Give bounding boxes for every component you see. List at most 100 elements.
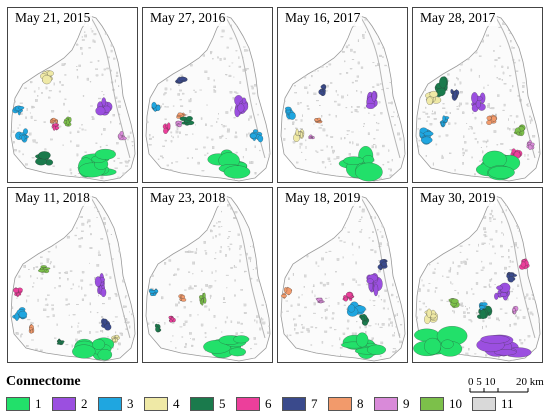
map-graphic <box>413 195 541 362</box>
cluster-patch <box>199 292 207 306</box>
map-graphic <box>415 15 541 182</box>
legend: 1 2 3 4 5 6 7 8 9 10 11 <box>6 396 514 414</box>
panel-title: May 23, 2018 <box>148 190 228 206</box>
cluster-patch <box>94 273 107 298</box>
cluster-patch <box>280 286 293 299</box>
cluster-patch <box>439 115 450 128</box>
region-outline <box>145 15 271 182</box>
cluster-patch <box>117 131 127 141</box>
cluster-patch <box>72 337 115 361</box>
cluster-layer <box>285 84 383 182</box>
map-panel: May 27, 2016 <box>142 7 273 183</box>
legend-swatch <box>144 397 168 411</box>
cluster-patch <box>318 84 327 96</box>
legend-swatch <box>236 397 260 411</box>
map-graphic <box>145 15 271 182</box>
cluster-patch <box>476 150 521 181</box>
legend-swatch <box>374 397 398 411</box>
cluster-patch <box>176 112 186 119</box>
legend-label: 6 <box>265 396 272 411</box>
cluster-patch <box>338 146 383 182</box>
cluster-patch <box>35 151 54 166</box>
cluster-patch <box>308 134 315 140</box>
river-line <box>89 195 131 339</box>
legend-label: 3 <box>127 396 134 411</box>
cluster-patch <box>149 288 159 297</box>
cluster-patch <box>413 326 468 357</box>
map-graphic <box>280 15 406 182</box>
region-outline <box>280 15 406 182</box>
legend-title: Connectome <box>6 374 81 389</box>
legend-swatch <box>98 397 122 411</box>
map-panel: May 11, 2018 <box>7 187 138 363</box>
cluster-patch <box>101 318 112 331</box>
river-line <box>359 15 401 159</box>
cluster-patch <box>12 307 28 321</box>
cluster-layer <box>151 76 264 179</box>
map-graphic <box>10 195 136 362</box>
cluster-patch <box>285 106 296 120</box>
map-graphic <box>145 195 271 362</box>
cluster-patch <box>151 101 161 112</box>
cluster-patch <box>63 116 72 127</box>
cluster-patch <box>314 117 323 124</box>
cluster-patch <box>342 291 355 302</box>
cluster-patch <box>293 128 305 142</box>
cluster-layer <box>12 70 127 178</box>
legend-label: 10 <box>449 396 462 411</box>
cluster-patch <box>424 308 438 325</box>
cluster-patch <box>203 335 250 358</box>
legend-label: 9 <box>403 396 410 411</box>
river-line <box>494 195 536 339</box>
panel-title: May 30, 2019 <box>418 190 498 206</box>
cluster-patch <box>15 128 29 143</box>
cluster-patch <box>486 114 498 125</box>
cluster-patch <box>377 259 388 271</box>
legend-label: 8 <box>357 396 364 411</box>
legend-swatch <box>6 397 30 411</box>
cluster-patch <box>506 271 518 283</box>
cluster-patch <box>365 90 378 109</box>
cluster-patch <box>476 334 532 358</box>
map-graphic <box>280 195 406 362</box>
legend-label: 4 <box>173 396 180 411</box>
cluster-patch <box>471 92 486 113</box>
cluster-patch <box>494 282 511 301</box>
panel-title: May 11, 2018 <box>13 190 92 206</box>
map-graphic <box>10 15 136 182</box>
map-panel: May 23, 2018 <box>142 187 273 363</box>
river-line <box>224 195 266 339</box>
cluster-patch <box>12 105 25 116</box>
cluster-patch <box>13 287 23 298</box>
legend-label: 7 <box>311 396 318 411</box>
cluster-patch <box>28 324 35 334</box>
cluster-patch <box>95 97 113 116</box>
cluster-patch <box>162 122 171 134</box>
scale-label-right: 20 km <box>516 376 544 388</box>
map-panel: May 18, 2019 <box>277 187 408 363</box>
legend-label: 11 <box>501 396 514 411</box>
map-panel: May 21, 2015 <box>7 7 138 183</box>
cluster-patch <box>346 301 366 317</box>
cluster-patch <box>207 149 251 179</box>
region-outline <box>280 195 406 362</box>
cluster-patch <box>49 117 58 124</box>
river-line <box>494 15 536 159</box>
cluster-patch <box>234 95 249 118</box>
cluster-patch <box>179 116 195 126</box>
cluster-patch <box>56 338 65 346</box>
legend-label: 2 <box>81 396 88 411</box>
cluster-patch <box>175 76 188 84</box>
cluster-patch <box>425 90 442 105</box>
region-outline <box>415 195 541 362</box>
legend-label: 1 <box>35 396 42 411</box>
cluster-patch <box>526 139 535 150</box>
cluster-patch <box>341 332 386 359</box>
cluster-patch <box>40 70 54 85</box>
legend-swatch <box>420 397 444 411</box>
cluster-patch <box>315 297 325 304</box>
panel-title: May 28, 2017 <box>418 10 498 26</box>
cluster-patch <box>512 305 519 315</box>
cluster-layer <box>12 265 120 361</box>
map-panel: May 16, 2017 <box>277 7 408 183</box>
